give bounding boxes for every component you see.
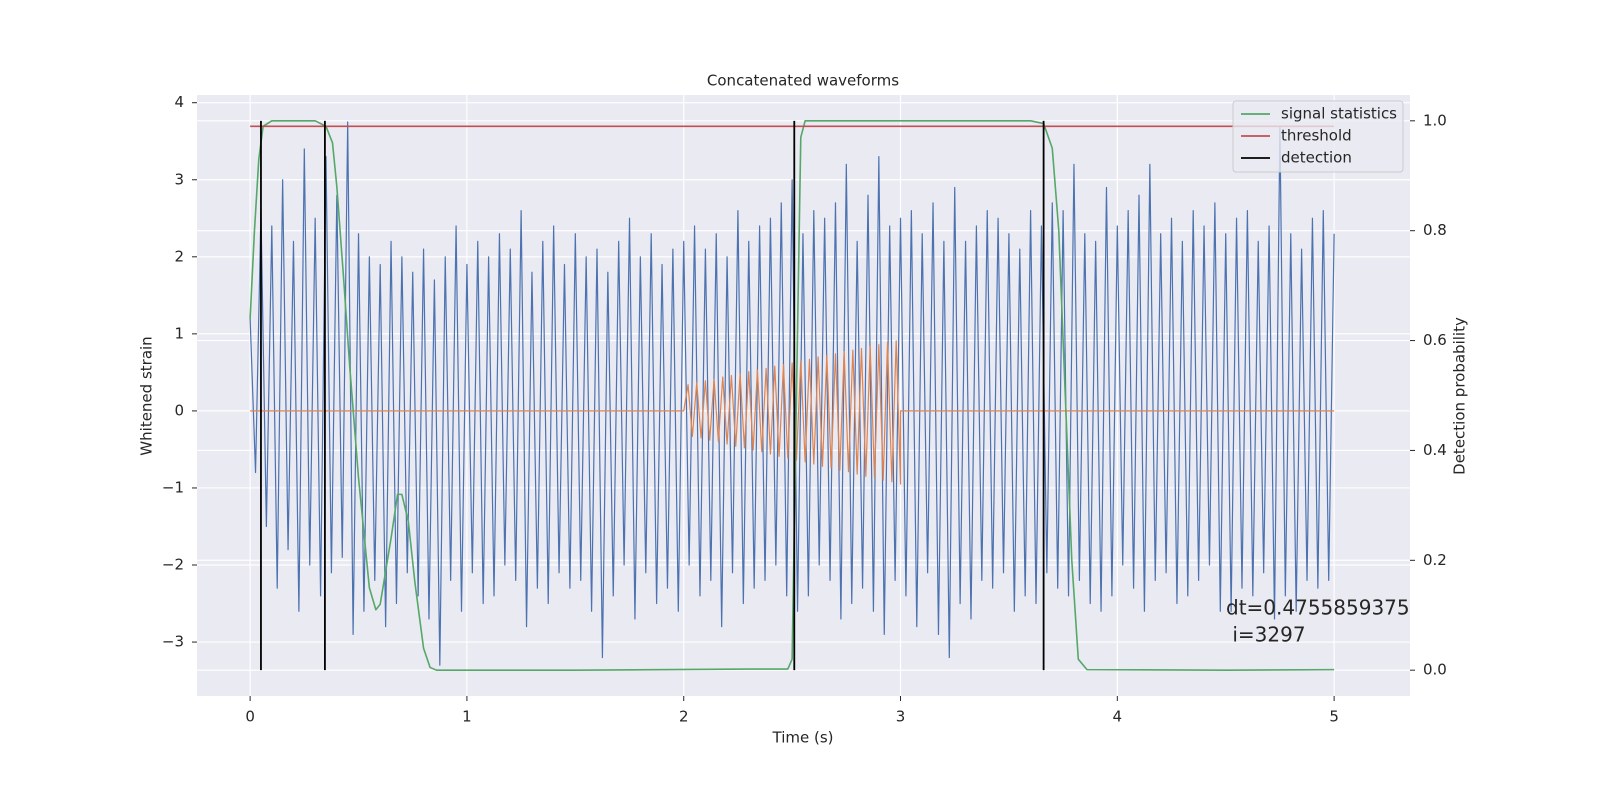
chart-title: Concatenated waveforms [707,72,899,90]
y2-tick-label: 0.8 [1423,221,1447,239]
series-line [249,120,1335,671]
legend-box [1232,100,1404,173]
x-axis-label: Time (s) [772,729,834,747]
y-tick-label: 1 [174,324,184,342]
x-tick-label: 1 [462,708,472,726]
y-tick-label: 0 [174,401,184,419]
x-tick-label: 4 [1113,708,1123,726]
annotation: i=3297 [1226,623,1306,647]
y-tick-label: −1 [162,478,184,496]
legend: signal statistics threshold detection [1232,100,1404,173]
y-tick-label: 4 [174,93,184,111]
y2-tick-label: 0.2 [1423,551,1447,569]
x-tick-label: 0 [245,708,255,726]
y-tick-label: −3 [162,633,184,651]
x-tick-label: 5 [1329,708,1339,726]
legend-label: threshold [1281,127,1352,145]
series-line [249,121,1335,666]
marks [249,120,1335,671]
y-tick-label: 2 [174,247,184,265]
y2-axis-label: Detection probability [1451,317,1469,475]
y2-tick-label: 0.4 [1423,441,1447,459]
y-tick-label: 3 [174,170,184,188]
y2-tick-label: 1.0 [1423,111,1447,129]
axes: 0 1 2 3 4 5 −3 −2 −1 0 1 2 3 4 0.0 0.2 0.4 0.6 0.8 1.0 [162,93,1447,725]
y-axis-label: Whitened strain [138,336,156,455]
annotation: dt=0.4755859375 [1226,596,1410,620]
x-tick-label: 2 [679,708,689,726]
legend-label: detection [1281,149,1352,167]
y2-tick-label: 0.6 [1423,331,1447,349]
y-tick-label: −2 [162,556,184,574]
x-tick-label: 3 [896,708,906,726]
legend-label: signal statistics [1281,105,1397,123]
y2-tick-label: 0.0 [1423,661,1447,679]
